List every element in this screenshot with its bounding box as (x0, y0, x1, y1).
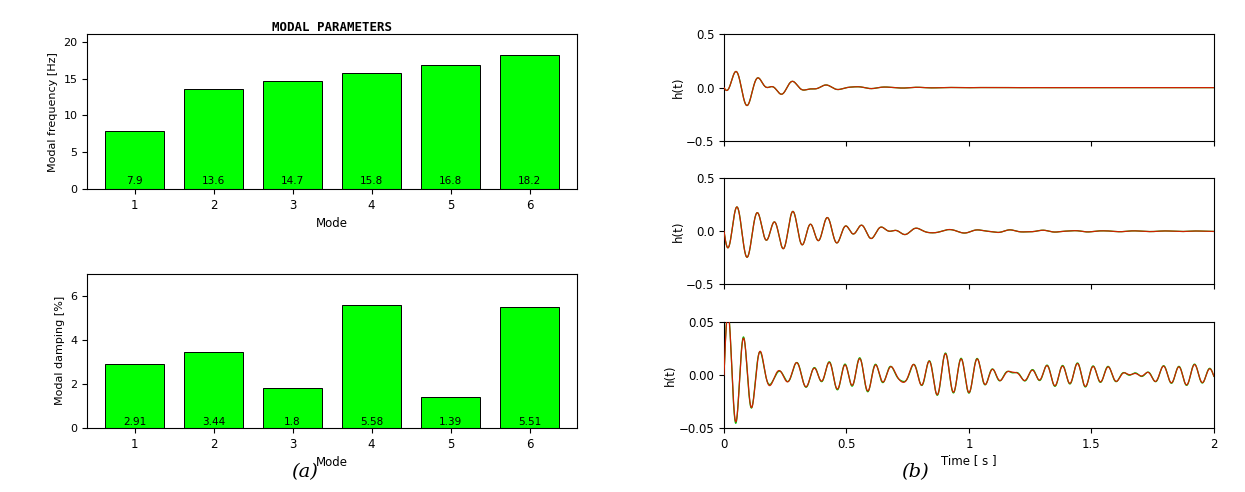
Text: 5.51: 5.51 (518, 417, 542, 427)
Title: MODAL PARAMETERS: MODAL PARAMETERS (273, 22, 392, 34)
Text: 18.2: 18.2 (518, 176, 542, 186)
Bar (342, 305, 401, 428)
Text: 14.7: 14.7 (281, 176, 304, 186)
Text: 2.91: 2.91 (123, 417, 146, 427)
Text: 13.6: 13.6 (202, 176, 225, 186)
Text: 15.8: 15.8 (360, 176, 383, 186)
Text: 7.9: 7.9 (126, 176, 143, 186)
Text: 1.39: 1.39 (439, 417, 462, 427)
Bar (105, 364, 164, 428)
Y-axis label: Modal damping [%]: Modal damping [%] (55, 296, 65, 405)
Y-axis label: h(t): h(t) (671, 77, 685, 98)
Bar (500, 55, 559, 189)
Y-axis label: h(t): h(t) (671, 220, 685, 242)
Text: (a): (a) (291, 463, 319, 481)
Text: 16.8: 16.8 (439, 176, 462, 186)
X-axis label: Mode: Mode (316, 456, 349, 469)
Bar (342, 73, 401, 189)
Bar (500, 307, 559, 428)
X-axis label: Mode: Mode (316, 217, 349, 230)
Bar (263, 81, 322, 189)
Y-axis label: Modal frequency [Hz]: Modal frequency [Hz] (47, 52, 57, 172)
Text: 5.58: 5.58 (360, 417, 383, 427)
Text: (b): (b) (901, 463, 929, 481)
Bar (184, 352, 243, 428)
Bar (421, 65, 481, 189)
Bar (263, 388, 322, 428)
Bar (105, 131, 164, 189)
Text: 3.44: 3.44 (202, 417, 225, 427)
Bar (421, 398, 481, 428)
Y-axis label: h(t): h(t) (664, 364, 677, 386)
X-axis label: Time [ s ]: Time [ s ] (941, 454, 997, 466)
Text: 1.8: 1.8 (284, 417, 301, 427)
Bar (184, 89, 243, 189)
